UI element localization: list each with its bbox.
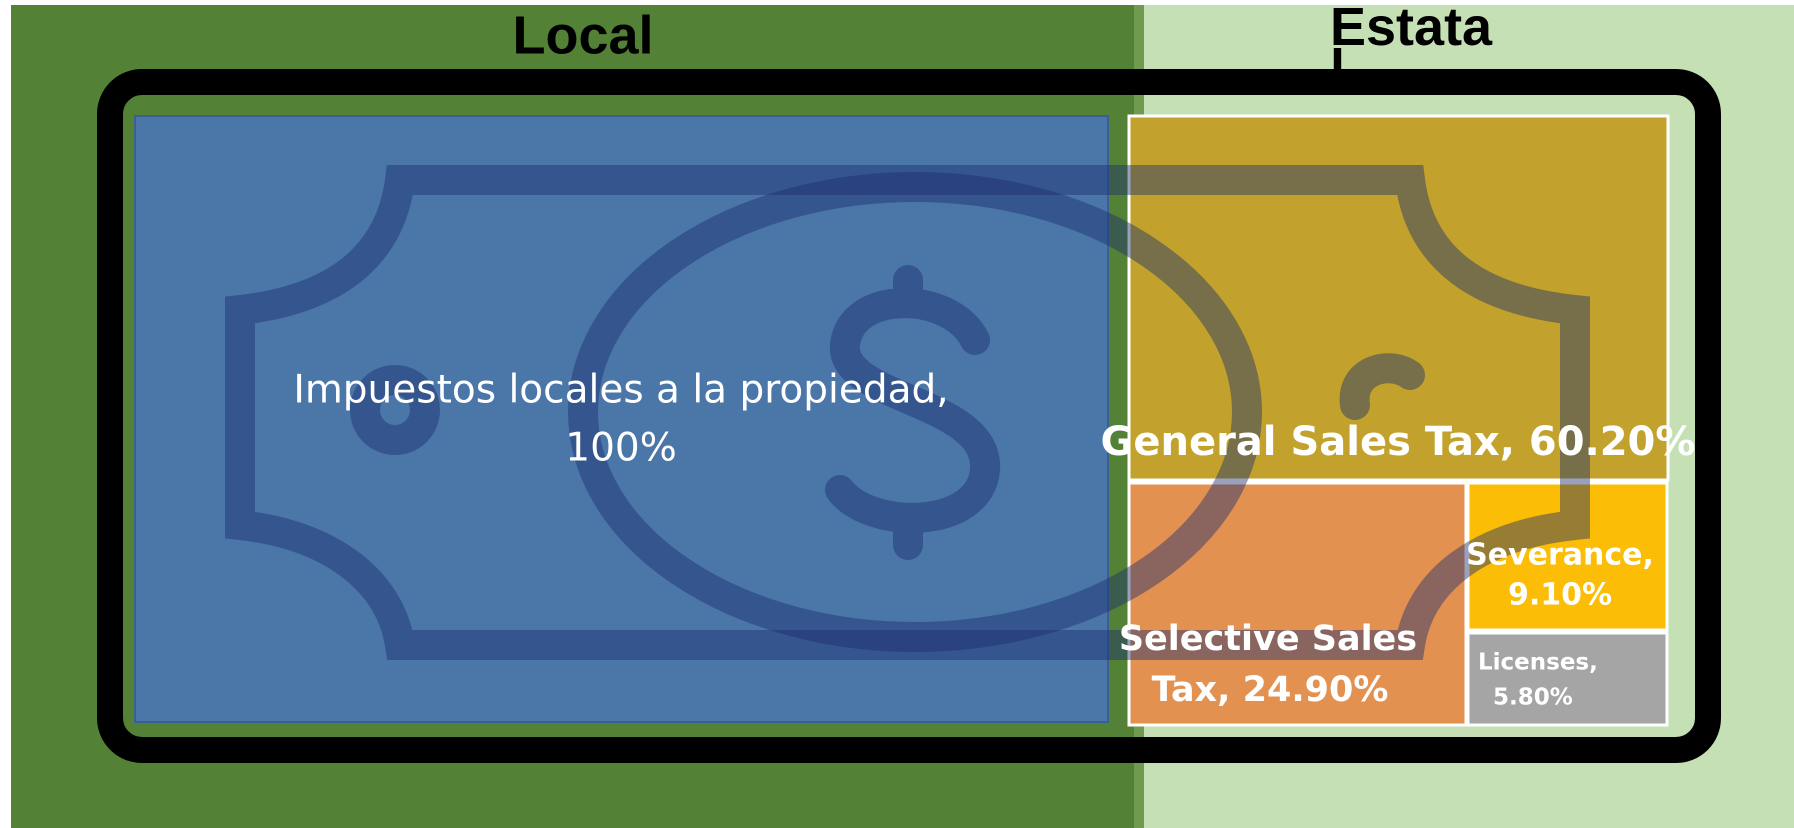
tile-label: Impuestos locales a la propiedad, [293, 368, 948, 413]
tile-local-property [134, 115, 1109, 723]
tile-label: 9.10% [1508, 578, 1612, 613]
bill-ellipse [568, 172, 1262, 652]
bill-outline [225, 165, 1590, 660]
tile-label: 100% [565, 426, 677, 471]
tile-severance [1466, 481, 1669, 632]
tile-labels: Impuestos locales a la propiedad, 100% Gen… [293, 368, 1695, 711]
tile-label: Severance, [1466, 538, 1654, 573]
tile-label: Selective Sales [1119, 619, 1417, 659]
tile-general-sales [1127, 114, 1670, 482]
bill-curl-right [1339, 353, 1425, 420]
tile-selective-sales [1127, 481, 1468, 727]
bill-icon [225, 165, 1590, 660]
header-state: Estatal [1330, 0, 1493, 99]
tile-label: Licenses, [1478, 650, 1598, 676]
bill-dot-left [350, 365, 440, 455]
header-local: Local [512, 5, 653, 65]
dollar-sign [825, 265, 1000, 560]
tile-label: Tax, 24.90% [1152, 670, 1389, 710]
tile-label: General Sales Tax, 60.20% [1101, 419, 1696, 465]
tile-licenses [1466, 631, 1669, 727]
frame [97, 69, 1721, 763]
tile-label: 5.80% [1493, 685, 1573, 711]
